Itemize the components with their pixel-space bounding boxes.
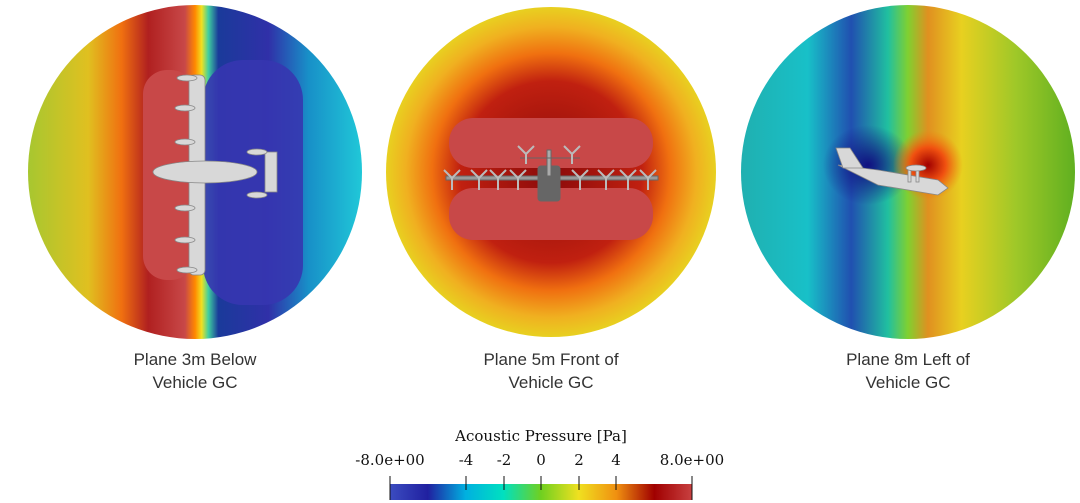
caption-plane-left: Plane 8m Left of Vehicle GC bbox=[758, 348, 1058, 394]
caption-line: Vehicle GC bbox=[865, 373, 951, 392]
colorbar-tick-label: -2 bbox=[496, 451, 512, 469]
caption-line: Plane 3m Below bbox=[133, 350, 257, 369]
aircraft-side-view bbox=[835, 147, 949, 196]
colorbar-tick-label: 4 bbox=[611, 451, 621, 469]
plot-plane-left bbox=[741, 5, 1075, 339]
colorbar-min-label: -8.0e+00 bbox=[355, 451, 425, 469]
caption-plane-below: Plane 3m Below Vehicle GC bbox=[45, 348, 345, 394]
aircraft-front-view bbox=[443, 145, 659, 202]
negative-lobe bbox=[203, 60, 303, 305]
caption-line: Plane 5m Front of bbox=[483, 350, 619, 369]
caption-plane-front: Plane 5m Front of Vehicle GC bbox=[401, 348, 701, 394]
colorbar bbox=[389, 476, 693, 500]
caption-line: Plane 8m Left of bbox=[846, 350, 970, 369]
caption-line: Vehicle GC bbox=[152, 373, 238, 392]
positive-lobe-upper bbox=[449, 118, 653, 168]
positive-lobe-lower bbox=[449, 188, 653, 240]
colorbar-tick-label: 0 bbox=[536, 451, 546, 469]
colorbar-title: Acoustic Pressure [Pa] bbox=[455, 427, 627, 445]
colorbar-max-label: 8.0e+00 bbox=[659, 451, 725, 469]
plot-plane-below bbox=[28, 5, 362, 339]
aircraft-top-view bbox=[152, 74, 278, 276]
colorbar-tick-label: 2 bbox=[574, 451, 584, 469]
colorbar-tick-label: -4 bbox=[458, 451, 474, 469]
caption-line: Vehicle GC bbox=[508, 373, 594, 392]
plot-plane-front bbox=[386, 7, 716, 337]
